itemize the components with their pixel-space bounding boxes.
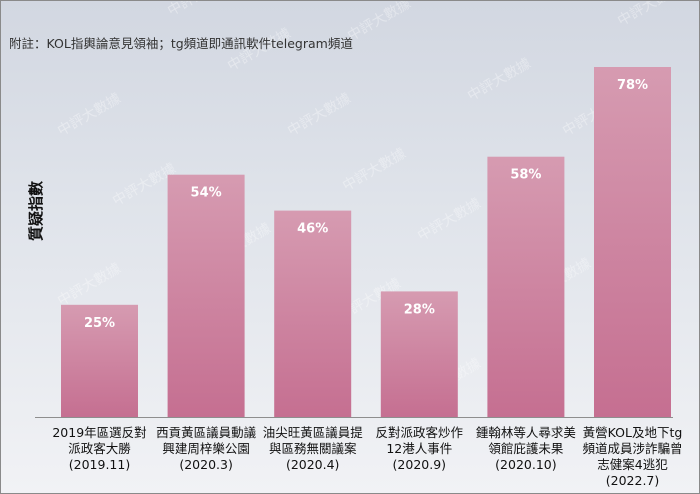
watermark-text: 中評大數據 bbox=[615, 1, 684, 29]
category-label-line: 西貢黃區議員動議 bbox=[156, 425, 257, 440]
y-axis-label: 質疑指數 bbox=[27, 181, 45, 241]
category-label: 反對派政客炒作 12港人事件(2020.9) bbox=[376, 425, 464, 472]
bar-value-label: 28% bbox=[404, 302, 435, 317]
category-label-line: 與區務無關議案 bbox=[269, 441, 357, 456]
watermark-text: 中評大數據 bbox=[55, 261, 124, 310]
category-label: 西貢黃區議員動議興建周梓樂公園(2020.3) bbox=[156, 425, 257, 472]
category-label-line: 2019年區選反對 bbox=[52, 425, 146, 440]
watermark-text: 中評大數據 bbox=[345, 1, 414, 44]
bar-value-label: 46% bbox=[297, 222, 328, 237]
watermark-text: 中評大數據 bbox=[285, 91, 354, 140]
watermark-text: 中評大數據 bbox=[340, 146, 409, 195]
bar-4 bbox=[380, 291, 458, 417]
bar-2 bbox=[167, 174, 245, 417]
bar-6 bbox=[594, 67, 671, 417]
bar-3 bbox=[274, 210, 352, 417]
category-label-line: 派政客大勝 bbox=[68, 441, 131, 456]
category-label-line: 油尖旺黃區議員提 bbox=[263, 425, 364, 440]
category-label-line: 領館庇護未果 bbox=[488, 441, 564, 456]
category-label-line: 12港人事件 bbox=[386, 441, 452, 456]
category-label-line: 反對派政客炒作 bbox=[376, 425, 464, 440]
category-label-line: (2022.7) bbox=[606, 473, 660, 488]
footnote: 附註：KOL指輿論意見領袖；tg頻道即通訊軟件telegram頻道 bbox=[9, 36, 353, 51]
category-label: 黃營KOL及地下tg 頻道成員涉詐騙曾志健案4逃犯(2022.7) bbox=[582, 425, 682, 488]
bar-5 bbox=[487, 156, 565, 417]
watermark-text: 中評大數據 bbox=[415, 196, 484, 245]
bar-value-label: 54% bbox=[191, 186, 222, 201]
watermark-text: 中評大數據 bbox=[55, 91, 124, 140]
bar-value-label: 58% bbox=[510, 168, 541, 183]
category-label-line: (2020.3) bbox=[179, 457, 233, 472]
category-label-line: 頻道成員涉詐騙曾 bbox=[582, 441, 682, 456]
watermark-text: 中評大數據 bbox=[465, 56, 534, 105]
category-label-line: 黃營KOL及地下tg bbox=[583, 425, 683, 440]
category-label: 油尖旺黃區議員提與區務無關議案(2020.4) bbox=[263, 425, 364, 472]
category-label-line: (2020.9) bbox=[393, 457, 447, 472]
category-label: 鍾翰林等人尋求美領館庇護未果(2020.10) bbox=[476, 425, 576, 472]
category-label-line: (2020.4) bbox=[286, 457, 340, 472]
watermark-text: 中評大數據 bbox=[165, 1, 234, 19]
category-label-line: (2019.11) bbox=[69, 457, 130, 472]
bar-1 bbox=[61, 304, 138, 417]
category-label-line: 鍾翰林等人尋求美 bbox=[476, 425, 576, 440]
bar-value-label: 78% bbox=[617, 78, 648, 93]
category-label-line: 興建周梓樂公園 bbox=[162, 441, 250, 456]
category-label-line: (2020.10) bbox=[495, 457, 556, 472]
bar-value-label: 25% bbox=[84, 316, 115, 331]
category-label-line: 志健案4逃犯 bbox=[597, 457, 668, 472]
category-label: 2019年區選反對派政客大勝(2019.11) bbox=[52, 425, 146, 472]
